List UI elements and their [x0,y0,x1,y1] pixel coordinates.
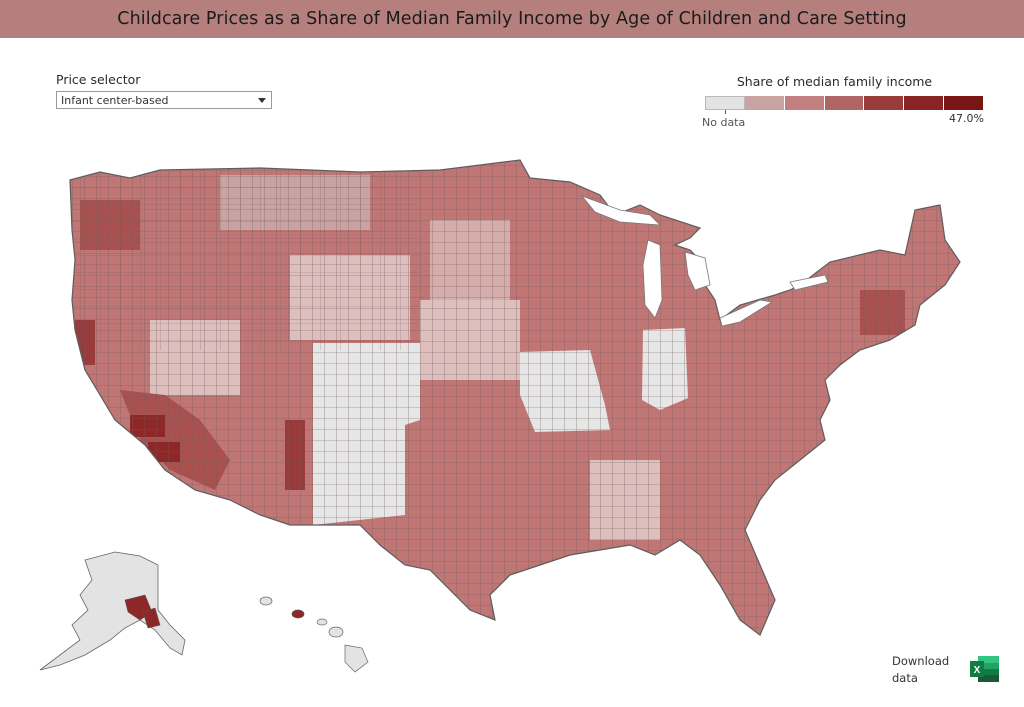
legend-swatch-5 [904,96,945,110]
price-selector: Price selector Infant center-based [56,72,272,109]
legend-swatch-1 [744,96,785,110]
alaska-shape [39,551,186,671]
lake-erie [719,299,774,327]
page-title: Childcare Prices as a Share of Median Fa… [117,9,907,29]
great-lakes [580,195,829,327]
hawaii-molokai [316,618,328,626]
excel-icon[interactable]: X [970,655,1000,683]
legend-swatch-no-data [705,96,745,110]
legend-swatch-3 [824,96,865,110]
lake-ontario [789,274,829,291]
hawaii-big-island [344,644,369,673]
title-bar: Childcare Prices as a Share of Median Fa… [0,0,1024,38]
western-county-borders [70,170,420,350]
price-selector-value: Infant center-based [61,93,169,107]
legend-title: Share of median family income [736,74,933,89]
hawaii-kauai [259,596,273,606]
download-data-label: Download data [892,654,950,685]
hawaii-maui [328,626,344,638]
alaska-dark-county-2 [142,607,161,629]
hawaii-oahu [291,609,305,619]
lake-huron [684,251,711,291]
legend-swatch-6 [944,96,985,110]
color-legend: Share of median family income No data 47… [702,74,985,130]
lake-michigan [642,239,663,319]
price-selector-label: Price selector [56,72,141,87]
price-selector-dropdown[interactable]: Infant center-based [56,91,272,109]
legend-tick [725,110,726,114]
legend-labels: No data 47.0% [702,112,984,130]
legend-swatch-4 [864,96,905,110]
lake-superior [580,195,662,226]
alaska [39,551,186,671]
legend-max-label: 47.0% [949,112,984,125]
legend-scale [705,96,985,110]
legend-swatch-2 [784,96,825,110]
legend-no-data-label: No data [702,116,746,129]
chevron-down-icon [258,98,266,103]
hawaii [259,596,369,673]
download-data[interactable]: Download data X [892,653,999,687]
svg-text:X: X [974,665,981,676]
